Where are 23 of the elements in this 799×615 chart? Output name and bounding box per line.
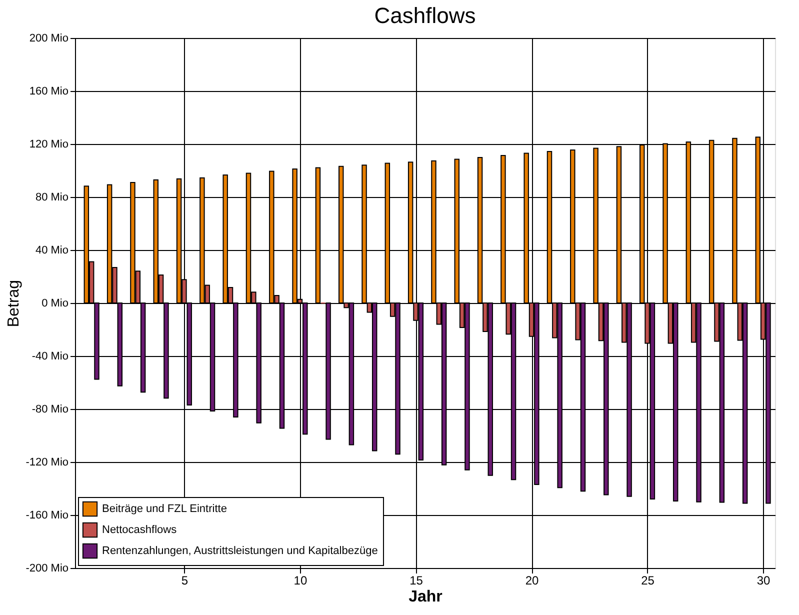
y-tick-label: 120 Mio [29,138,68,150]
y-axis-title: Betrag [6,280,23,328]
x-tick-label: 15 [410,574,424,588]
y-tick-label: 40 Mio [35,244,68,256]
x-tick-label: 20 [525,574,540,588]
y-tick-label: -40 Mio [32,350,68,362]
y-tick-label: 80 Mio [35,192,68,204]
y-tick-label: -200 Mio [26,562,68,574]
chart-title: Cashflows [374,3,476,28]
x-tick-label: 30 [756,574,771,588]
x-axis-title: Jahr [408,588,442,606]
y-tick-label: 160 Mio [29,86,68,98]
y-tick-label: -160 Mio [26,510,68,522]
legend-label: Beiträge und FZL Eintritte [102,503,227,515]
x-tick-label: 5 [181,574,188,588]
x-tick-label: 25 [641,574,655,588]
y-tick-label: 0 Mio [42,298,68,310]
legend-label: Rentenzahlungen, Austrittsleistungen und Kapitalbezüge [102,545,378,557]
x-tick-label: 10 [294,574,308,588]
y-tick-label: -80 Mio [32,404,68,416]
y-tick-label: -120 Mio [26,456,68,468]
legend-label: Nettocashflows [102,524,178,536]
y-tick-label: 200 Mio [29,32,68,44]
